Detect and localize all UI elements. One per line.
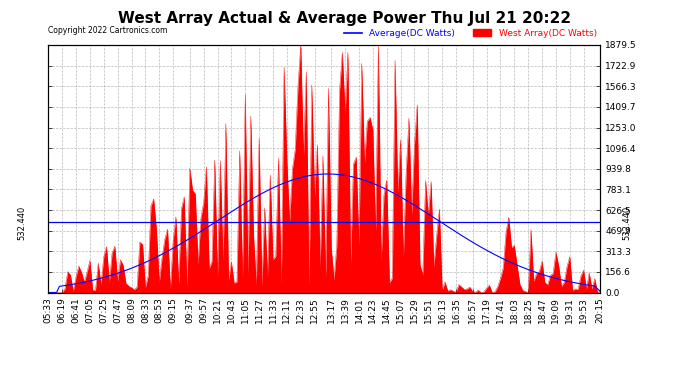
Text: West Array Actual & Average Power Thu Jul 21 20:22: West Array Actual & Average Power Thu Ju… — [119, 11, 571, 26]
Text: Copyright 2022 Cartronics.com: Copyright 2022 Cartronics.com — [48, 26, 168, 35]
Text: 532.440: 532.440 — [622, 205, 631, 240]
Text: 532.440: 532.440 — [17, 205, 26, 240]
Legend: Average(DC Watts), West Array(DC Watts): Average(DC Watts), West Array(DC Watts) — [340, 25, 600, 41]
